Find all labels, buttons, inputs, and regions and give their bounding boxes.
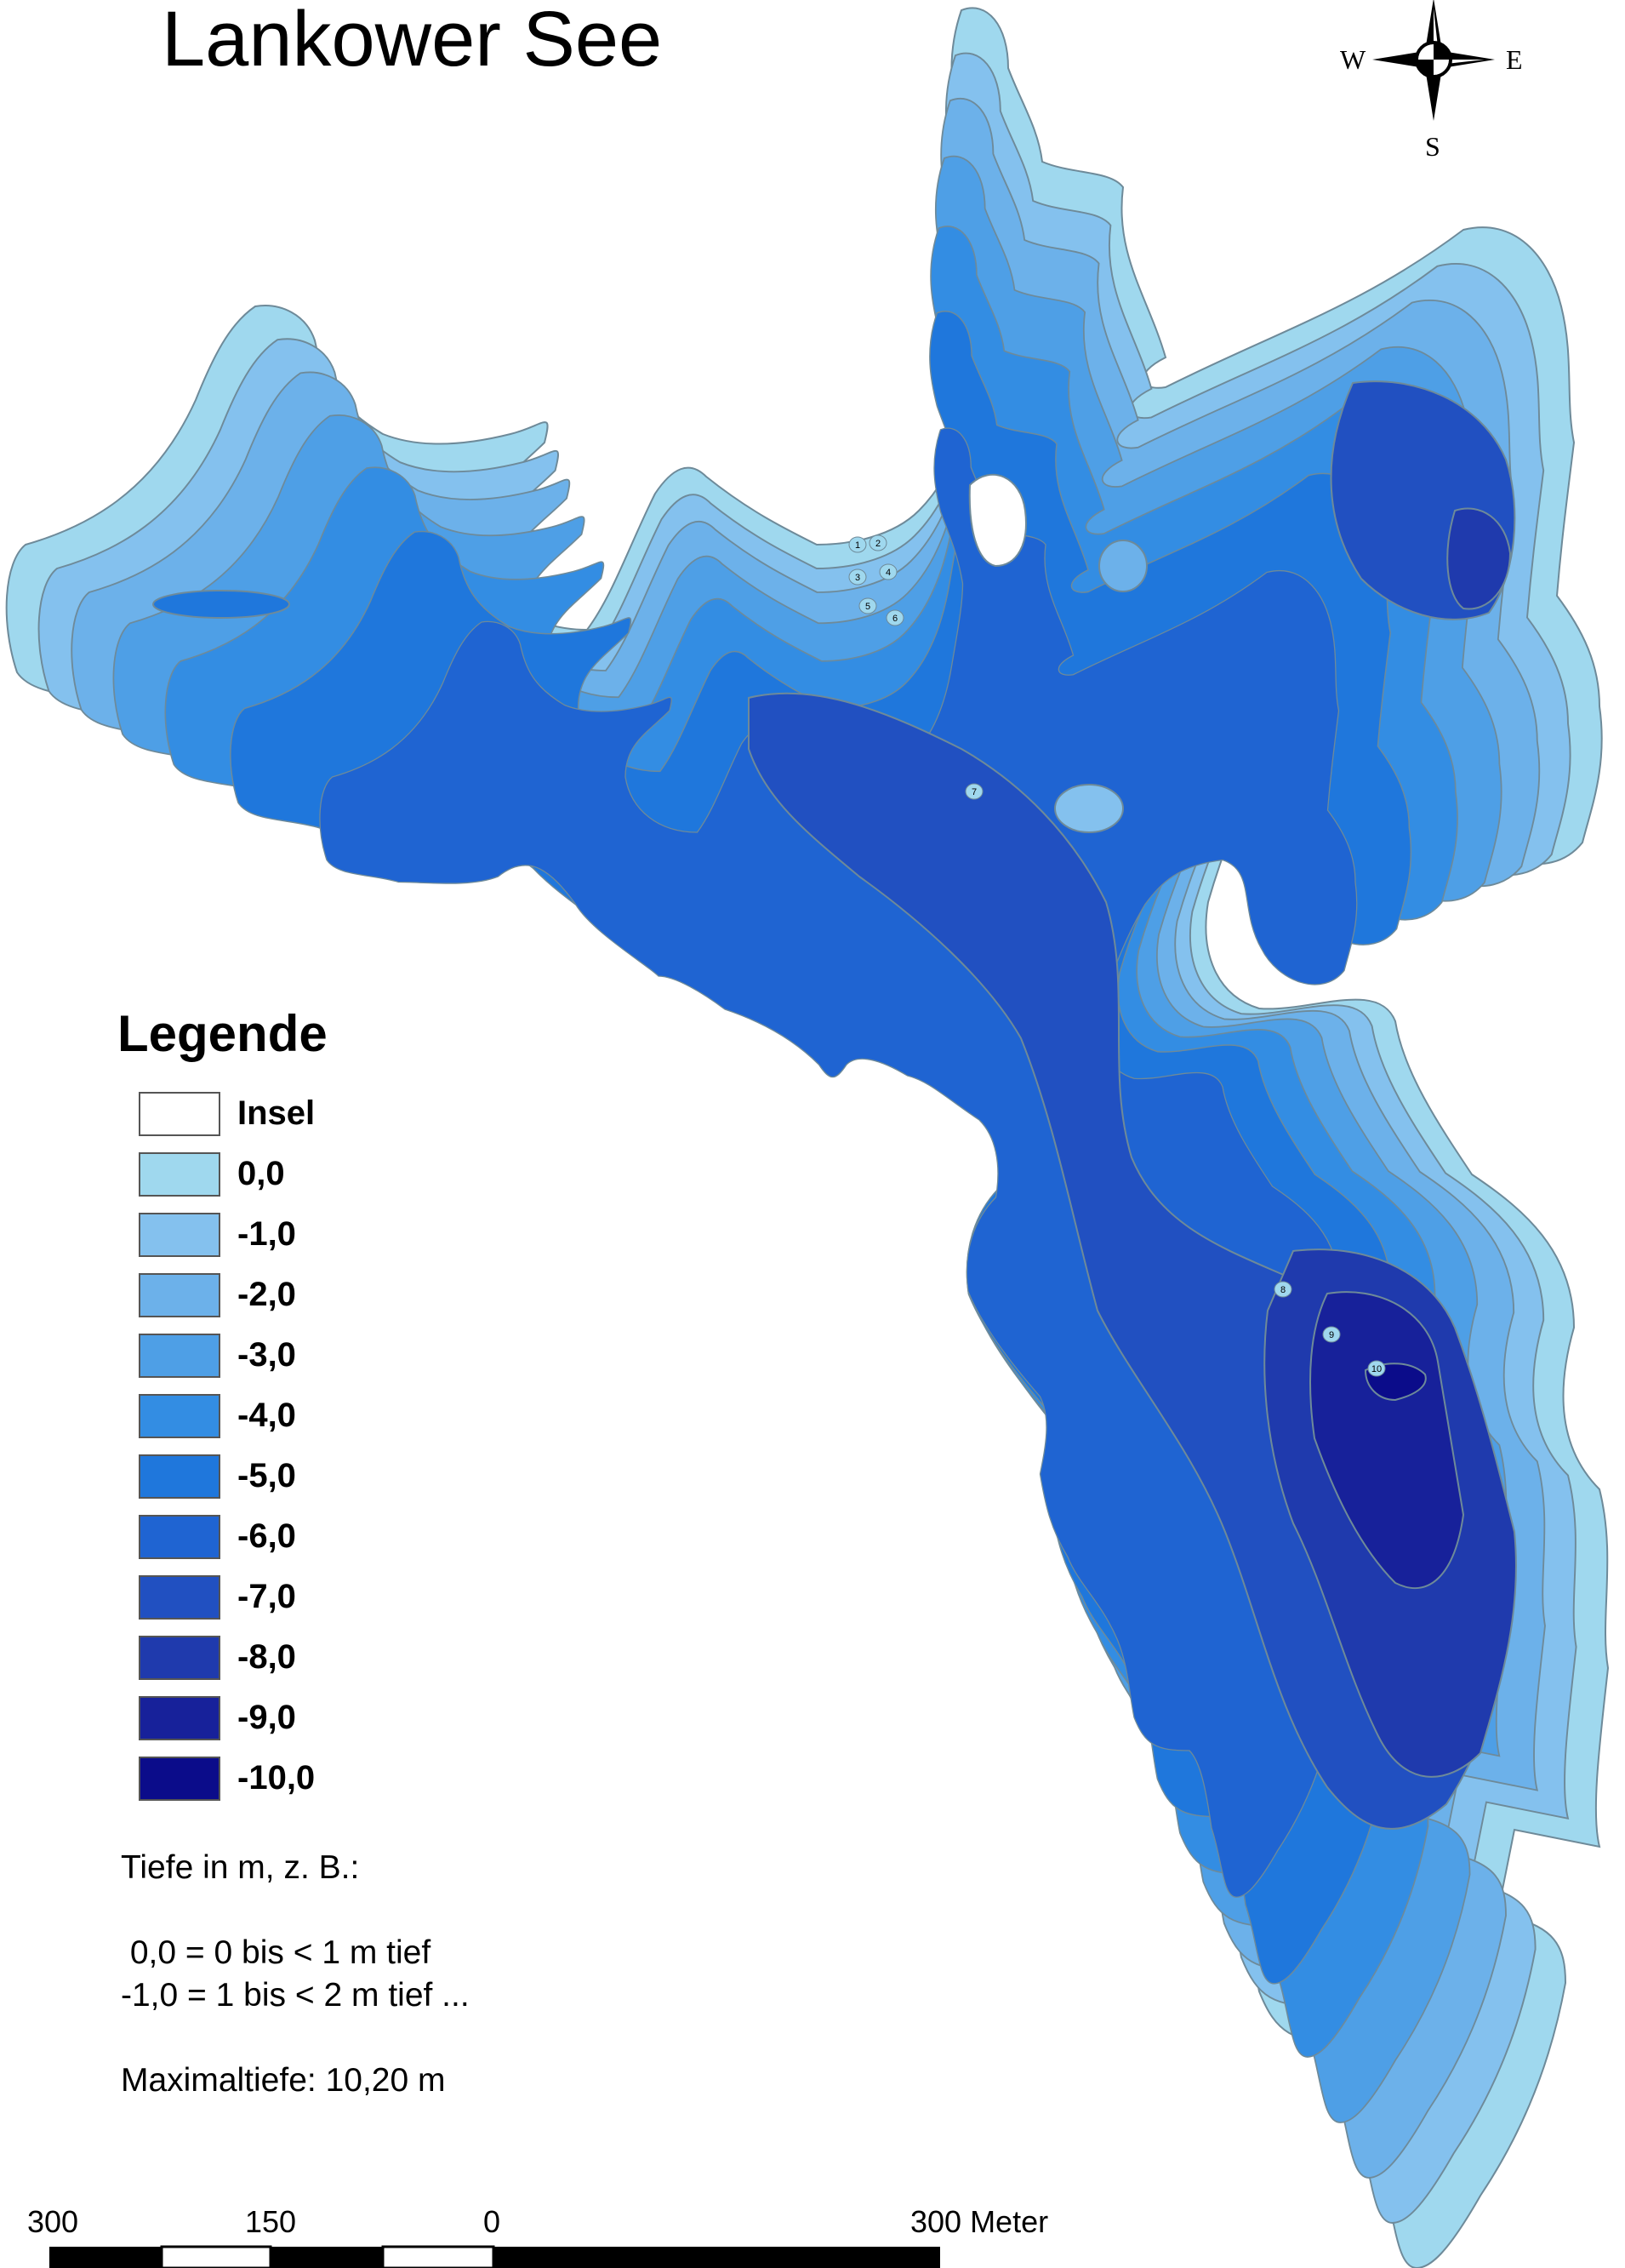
legend-item: -7,0 — [139, 1567, 328, 1627]
legend: Legende Insel 0,0 -1,0 -2,0 -3,0 -4,0 -5,0 -6,0… — [117, 1008, 328, 1808]
depth-marker-label: 10 — [1371, 1364, 1382, 1374]
compass-rose-icon: W E S — [1340, 0, 1523, 162]
legend-item: -4,0 — [139, 1385, 328, 1446]
legend-label: -1,0 — [237, 1215, 296, 1253]
scale-label-0: 0 — [483, 2204, 501, 2239]
depth-marker-label: 7 — [972, 787, 977, 797]
legend-swatch — [139, 1272, 220, 1317]
legend-item: -6,0 — [139, 1506, 328, 1567]
legend-swatch — [139, 1635, 220, 1680]
legend-item: -2,0 — [139, 1265, 328, 1325]
legend-label: Insel — [237, 1094, 316, 1132]
legend-label: -3,0 — [237, 1336, 296, 1374]
legend-label: 0,0 — [237, 1155, 285, 1192]
depth-marker-label: 5 — [865, 602, 870, 612]
depth-marker — [879, 563, 898, 580]
legend-item: -8,0 — [139, 1627, 328, 1688]
compass-east-label: E — [1506, 44, 1523, 75]
depth-marker-label: 4 — [886, 568, 891, 578]
depth-marker-label: 3 — [855, 573, 860, 583]
compass-west-label: W — [1340, 44, 1366, 75]
depth-marker — [848, 568, 867, 586]
legend-item: 0,0 — [139, 1144, 328, 1204]
notes-line-1: Tiefe in m, z. B.: — [121, 1849, 360, 1886]
legend-label: -10,0 — [237, 1759, 316, 1797]
depth-marker — [848, 536, 867, 553]
scale-bar — [49, 2245, 940, 2268]
legend-item: -5,0 — [139, 1446, 328, 1506]
legend-item: -9,0 — [139, 1688, 328, 1748]
depth-notes: Tiefe in m, z. B.: 0,0 = 0 bis < 1 m tie… — [121, 1847, 470, 2102]
legend-label: -9,0 — [237, 1699, 296, 1736]
legend-item: -10,0 — [139, 1748, 328, 1808]
notes-line-4: Maximaltiefe: 10,20 m — [121, 2062, 446, 2099]
notes-line-3: -1,0 = 1 bis < 2 m tief ... — [121, 1977, 470, 2014]
legend-swatch — [139, 1091, 220, 1136]
depth-marker — [858, 597, 877, 614]
legend-label: -7,0 — [237, 1578, 296, 1615]
legend-swatch — [139, 1212, 220, 1257]
legend-swatch — [139, 1574, 220, 1620]
legend-swatch — [139, 1514, 220, 1559]
legend-title: Legende — [117, 1005, 328, 1062]
compass-south-label: S — [1425, 131, 1440, 162]
scale-label-150: 150 — [245, 2204, 297, 2239]
legend-item: -1,0 — [139, 1204, 328, 1265]
notes-line-2: 0,0 = 0 bis < 1 m tief — [121, 1934, 431, 1971]
depth-marker — [1274, 1281, 1292, 1298]
depth-marker — [1367, 1360, 1386, 1377]
legend-label: -5,0 — [237, 1457, 296, 1494]
depth-marker-label: 9 — [1329, 1330, 1334, 1340]
legend-label: -8,0 — [237, 1638, 296, 1676]
legend-swatch — [139, 1151, 220, 1197]
depth-marker — [1322, 1326, 1341, 1343]
legend-swatch — [139, 1756, 220, 1801]
depth-marker — [886, 609, 904, 626]
map-title: Lankower See — [162, 0, 663, 83]
depth-marker — [965, 783, 984, 800]
depth-marker — [869, 534, 887, 551]
depth-marker-label: 6 — [892, 614, 898, 624]
scale-label-300-left: 300 — [27, 2204, 79, 2239]
depth-marker-label: 1 — [855, 540, 860, 551]
legend-swatch — [139, 1454, 220, 1499]
legend-swatch — [139, 1695, 220, 1740]
scale-label-300-meter: 300 Meter — [910, 2204, 1049, 2239]
legend-item: Insel — [139, 1083, 328, 1144]
legend-swatch — [139, 1333, 220, 1378]
depth-marker-label: 2 — [875, 539, 881, 549]
depth-sample-markers: 1 2 3 4 5 6 7 8 9 10 — [848, 534, 1386, 1377]
depth-marker-label: 8 — [1280, 1285, 1286, 1295]
legend-label: -2,0 — [237, 1276, 296, 1313]
legend-label: -6,0 — [237, 1517, 296, 1555]
legend-item: -3,0 — [139, 1325, 328, 1385]
legend-swatch — [139, 1393, 220, 1438]
legend-label: -4,0 — [237, 1397, 296, 1434]
